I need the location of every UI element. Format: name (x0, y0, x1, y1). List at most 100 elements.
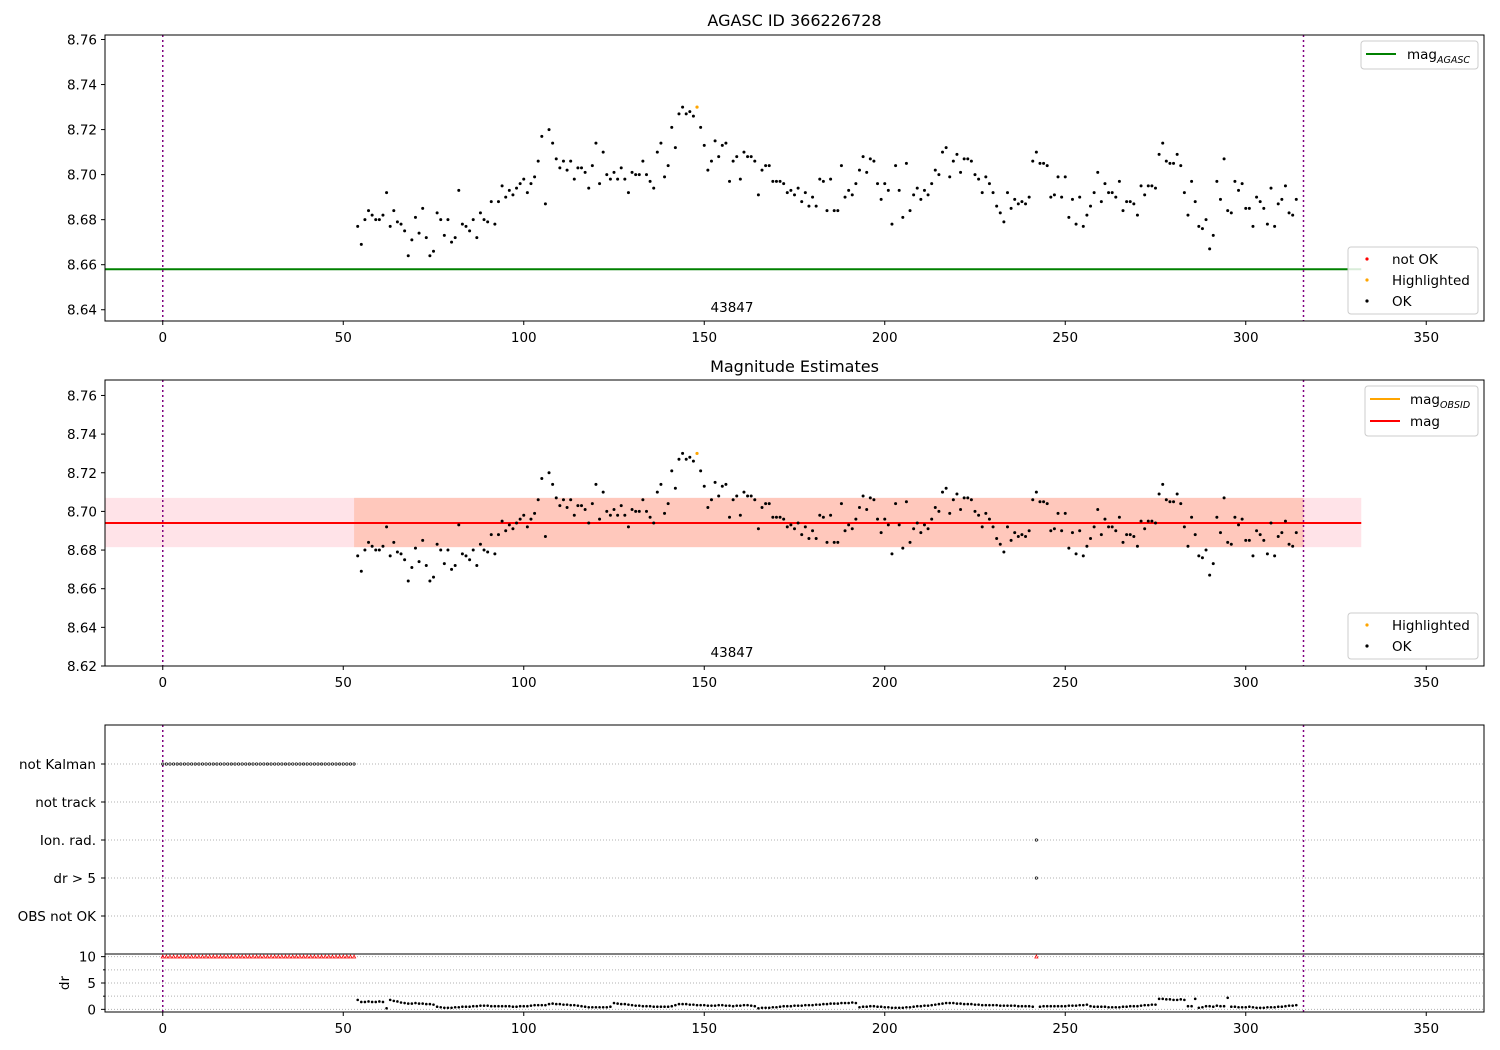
data-point-ok (886, 523, 890, 527)
data-point-ok (413, 215, 417, 219)
dr-point (645, 1004, 648, 1008)
data-point-ok (1283, 184, 1287, 188)
data-point-ok (1013, 531, 1017, 535)
flag-marker (255, 762, 259, 766)
dr-point (923, 1004, 926, 1007)
data-point-ok (605, 173, 609, 177)
data-point-ok (1009, 538, 1013, 542)
data-point-ok (482, 218, 486, 222)
dr-point (789, 1004, 793, 1008)
flag-marker (222, 762, 226, 766)
x-tick-label: 150 (691, 675, 717, 691)
data-point-ok (861, 494, 865, 498)
dr-point (558, 1002, 562, 1006)
data-point-ok (904, 161, 908, 165)
data-point-ok (608, 177, 612, 181)
legend-label-ok: OK (1392, 639, 1413, 655)
data-point-ok (1211, 233, 1215, 237)
dr-point (742, 1003, 746, 1007)
data-point-ok (890, 222, 894, 226)
dr-point (1143, 1003, 1146, 1007)
dr-point (1100, 1005, 1103, 1009)
dr-clipped-marker (243, 954, 248, 959)
data-point-ok (789, 523, 793, 527)
y-tick-label: 8.74 (67, 427, 97, 443)
data-point-ok (771, 515, 775, 519)
dr-point (818, 1003, 822, 1006)
data-point-ok (1143, 527, 1147, 531)
dr-clipped-marker (203, 954, 209, 959)
data-point-ok (421, 538, 425, 542)
dr-tick-label: 5 (87, 976, 96, 992)
data-point-ok (634, 509, 638, 513)
dr-clipped-marker (236, 954, 241, 959)
flag-marker (341, 762, 345, 766)
flag-marker (330, 762, 334, 766)
dr-point (988, 1003, 991, 1007)
data-point-ok (731, 498, 735, 502)
x-tick-label: 50 (335, 330, 352, 346)
data-point-ok (594, 482, 598, 486)
data-point-ok (980, 191, 984, 195)
data-point-ok (464, 224, 468, 228)
y-tick-label: 8.70 (67, 168, 97, 184)
data-point-ok (728, 179, 732, 183)
data-point-ok (897, 188, 901, 192)
data-point-ok (857, 168, 861, 172)
data-point-ok (666, 502, 670, 506)
data-point-ok (821, 179, 825, 183)
data-point-ok (973, 509, 977, 513)
data-point-ok (969, 159, 973, 163)
data-point-ok (832, 540, 836, 544)
data-point-ok (847, 523, 851, 527)
data-point-ok (554, 157, 558, 161)
dr-point (764, 1006, 767, 1010)
flag-marker (182, 762, 186, 766)
data-point-ok (370, 213, 374, 217)
dr-point (1053, 1004, 1056, 1008)
dr-point (854, 1001, 858, 1005)
data-point-ok (984, 175, 988, 179)
flag-marker (305, 762, 309, 766)
data-point-ok (1291, 213, 1295, 217)
flag-marker (283, 762, 288, 766)
data-point-ok (1031, 498, 1035, 502)
data-point-ok (540, 134, 544, 138)
data-point-ok (724, 482, 728, 486)
data-point-ok (551, 482, 555, 486)
data-point-ok (1016, 202, 1020, 206)
data-point-ok (1078, 195, 1082, 199)
data-point-ok (966, 496, 970, 500)
dr-point (403, 1001, 406, 1005)
data-point-ok (673, 146, 677, 150)
dr-point (1092, 1005, 1096, 1009)
data-point-ok (829, 513, 833, 517)
dr-point (1146, 1003, 1150, 1007)
data-point-ok (883, 182, 887, 186)
dr-point (656, 1005, 659, 1009)
data-point-ok (1067, 546, 1071, 550)
data-point-ok (1226, 209, 1230, 213)
data-point-ok (413, 546, 417, 550)
x-tick-label: 200 (872, 675, 898, 691)
dr-point (1215, 1004, 1219, 1007)
dr-point (775, 1005, 778, 1009)
dr-point (562, 1003, 565, 1006)
flag-label: not Kalman (19, 757, 96, 773)
data-point-ok (1070, 197, 1074, 201)
dr-point (471, 1004, 475, 1008)
svg-text:magAGASC: magAGASC (1407, 47, 1470, 66)
data-point-ok (681, 105, 685, 109)
dr-point (677, 1002, 681, 1006)
data-point-ok (959, 170, 963, 174)
x-tick-label: 0 (158, 675, 167, 691)
data-point-ok (1143, 193, 1147, 197)
dr-point (396, 1000, 399, 1003)
data-point-ok (991, 191, 995, 195)
data-point-ok (706, 168, 710, 172)
data-point-ok (406, 579, 410, 583)
dr-point (544, 1003, 547, 1007)
data-point-ok (1229, 211, 1233, 215)
legend-label-highlighted: Highlighted (1392, 618, 1470, 634)
dr-clipped-marker (178, 954, 183, 959)
